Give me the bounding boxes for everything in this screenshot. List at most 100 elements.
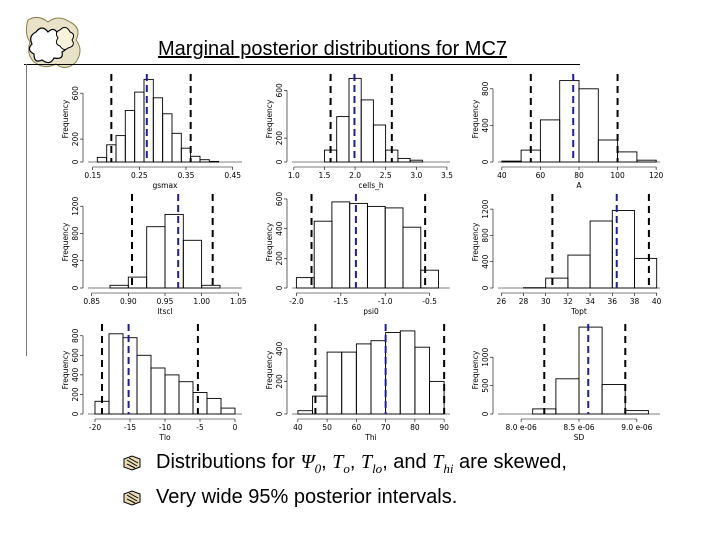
hist-bar xyxy=(297,410,313,415)
x-tick-label: 34 xyxy=(585,297,595,306)
x-tick-label: 40 xyxy=(652,297,662,306)
x-tick-label: 0.35 xyxy=(178,171,195,180)
y-tick-label: 0 xyxy=(275,285,284,290)
x-axis-label: Topt xyxy=(570,307,587,316)
y-tick-label: 400 xyxy=(275,221,284,236)
hist-bar xyxy=(109,284,129,289)
x-tick-label: 90 xyxy=(439,423,449,432)
x-tick-label: 9.0 e-06 xyxy=(621,423,652,432)
x-tick-label: -5 xyxy=(196,423,204,432)
y-tick-label: 0 xyxy=(275,159,284,164)
hist-bar xyxy=(124,109,136,163)
x-axis-label: cells_h xyxy=(358,181,384,190)
bullet-text: Very wide 95% posterior intervals. xyxy=(156,486,458,508)
hist-bar xyxy=(397,157,411,163)
x-axis-label: A xyxy=(576,181,582,190)
hist-bar xyxy=(134,91,145,163)
y-tick-label: 200 xyxy=(275,374,284,389)
hist-bar xyxy=(206,397,222,415)
y-axis-label: Frequency xyxy=(265,99,274,138)
hist-bar xyxy=(372,124,387,163)
y-tick-label: 200 xyxy=(71,132,80,147)
hist-bar xyxy=(136,354,152,415)
y-tick-label: 0 xyxy=(481,159,490,164)
x-tick-label: 0.85 xyxy=(83,297,100,306)
bullet-icon xyxy=(123,455,141,471)
hist-bar xyxy=(190,155,201,163)
hist-bar xyxy=(555,378,580,415)
hist-bar xyxy=(220,407,236,415)
y-tick-label: 400 xyxy=(71,253,80,268)
hist-bar xyxy=(96,156,108,163)
y-tick-label: 400 xyxy=(481,118,490,133)
decorative-logo-icon xyxy=(25,16,81,68)
hist-bar xyxy=(611,210,635,289)
x-tick-label: -10 xyxy=(159,423,171,432)
hist-bar xyxy=(559,80,580,163)
y-tick-label: 0 xyxy=(71,159,80,164)
x-axis-label: gsmax xyxy=(152,181,178,190)
x-tick-label: 80 xyxy=(410,423,420,432)
x-tick-label: 1.00 xyxy=(193,297,210,306)
x-tick-label: 8.0 e-06 xyxy=(506,423,537,432)
hist-bar xyxy=(171,132,182,163)
hist-bar xyxy=(146,226,166,289)
y-tick-label: 400 xyxy=(275,341,284,356)
x-tick-label: -20 xyxy=(89,423,101,432)
hist-bar xyxy=(624,410,649,415)
bullet-intervals: Very wide 95% posterior intervals. xyxy=(120,483,567,512)
hist-bar xyxy=(589,220,613,289)
hist-bar xyxy=(162,113,173,163)
histogram-8: 8.0 e-06 8.5 e-06 9.0 e-06 SD 0 500 1000Freque… xyxy=(471,324,660,442)
hist-bar xyxy=(122,337,138,415)
y-tick-label: 800 xyxy=(71,226,80,241)
x-tick-label: 0.15 xyxy=(84,171,101,180)
hist-bar xyxy=(567,254,591,289)
hist-bar xyxy=(429,380,445,415)
x-tick-label: -1.0 xyxy=(378,297,393,306)
y-tick-label: 800 xyxy=(481,228,490,243)
x-tick-label: 1.05 xyxy=(230,297,247,306)
hist-bar xyxy=(164,374,180,415)
x-tick-label: 28 xyxy=(519,297,529,306)
psi-symbol: Ψ0 xyxy=(300,451,322,476)
x-tick-label: 40 xyxy=(293,423,303,432)
x-tick-label: -2.0 xyxy=(289,297,304,306)
hist-bar xyxy=(331,201,351,289)
bullet-prefix: Distributions for xyxy=(156,451,301,473)
y-tick-label: 600 xyxy=(71,348,80,363)
y-tick-label: 600 xyxy=(275,192,284,207)
x-tick-label: -0.5 xyxy=(422,297,437,306)
slide-title: Marginal posterior distributions for MC7 xyxy=(158,38,508,60)
title-rule xyxy=(24,64,580,65)
histogram-4: -2.0 -1.5 -1.0 -0.5 psi0 0 200 400 600 Frequency xyxy=(265,192,450,316)
y-tick-label: 800 xyxy=(481,81,490,96)
hist-bar xyxy=(414,346,430,415)
hist-bar xyxy=(336,116,350,163)
hist-bar xyxy=(420,269,439,289)
hist-bar xyxy=(150,367,166,415)
y-tick-label: 600 xyxy=(71,86,80,101)
hist-bar xyxy=(164,213,184,289)
x-axis-label: Tlo xyxy=(158,433,171,442)
hist-bar xyxy=(399,330,416,415)
x-tick-label: 30 xyxy=(541,297,551,306)
hist-bar xyxy=(349,202,368,289)
bullet-icon xyxy=(123,490,141,506)
x-tick-label: 26 xyxy=(497,297,507,306)
hist-bar xyxy=(545,277,569,289)
x-tick-label: 60 xyxy=(536,171,546,180)
y-tick-label: 800 xyxy=(71,328,80,343)
t-o-symbol: To xyxy=(332,451,350,476)
y-tick-label: 200 xyxy=(71,387,80,402)
side-rule xyxy=(26,64,27,356)
y-tick-label: 500 xyxy=(481,378,490,393)
hist-bar xyxy=(182,239,203,289)
x-tick-label: 2.0 xyxy=(349,171,361,180)
y-tick-label: 0 xyxy=(275,411,284,416)
